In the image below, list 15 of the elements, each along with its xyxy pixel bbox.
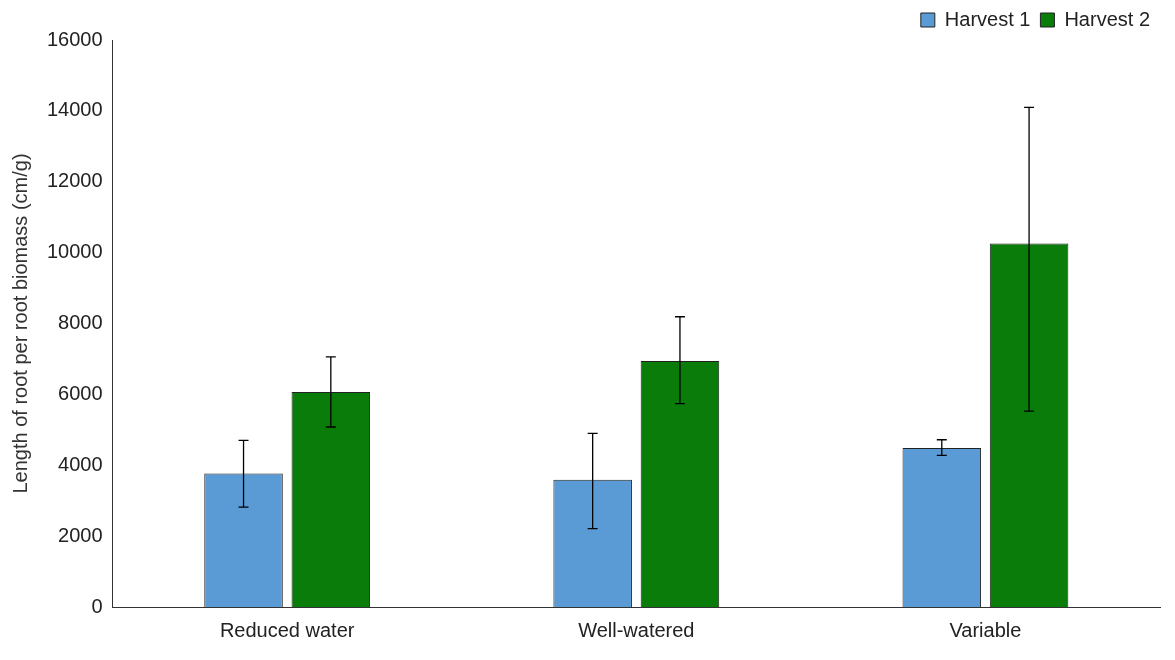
y-tick-label: 8000	[58, 311, 103, 334]
y-tick-label: 2000	[58, 523, 103, 546]
legend-label: Harvest 1	[944, 7, 1031, 30]
y-tick-label: 12000	[46, 169, 103, 192]
y-tick-label: 10000	[46, 240, 103, 263]
legend-label: Harvest 2	[1064, 7, 1151, 30]
y-axis-title: Length of root per root biomass (cm/g)	[8, 153, 31, 494]
x-tick-label: Reduced water	[219, 618, 355, 641]
x-tick-label: Variable	[949, 618, 1022, 641]
y-tick-label: 4000	[58, 452, 103, 475]
y-tick-label: 6000	[58, 381, 103, 404]
x-tick-label: Well-watered	[578, 618, 695, 641]
y-tick-label: 0	[91, 594, 103, 617]
y-tick-label: 16000	[46, 27, 103, 50]
y-tick-label: 14000	[46, 98, 103, 121]
